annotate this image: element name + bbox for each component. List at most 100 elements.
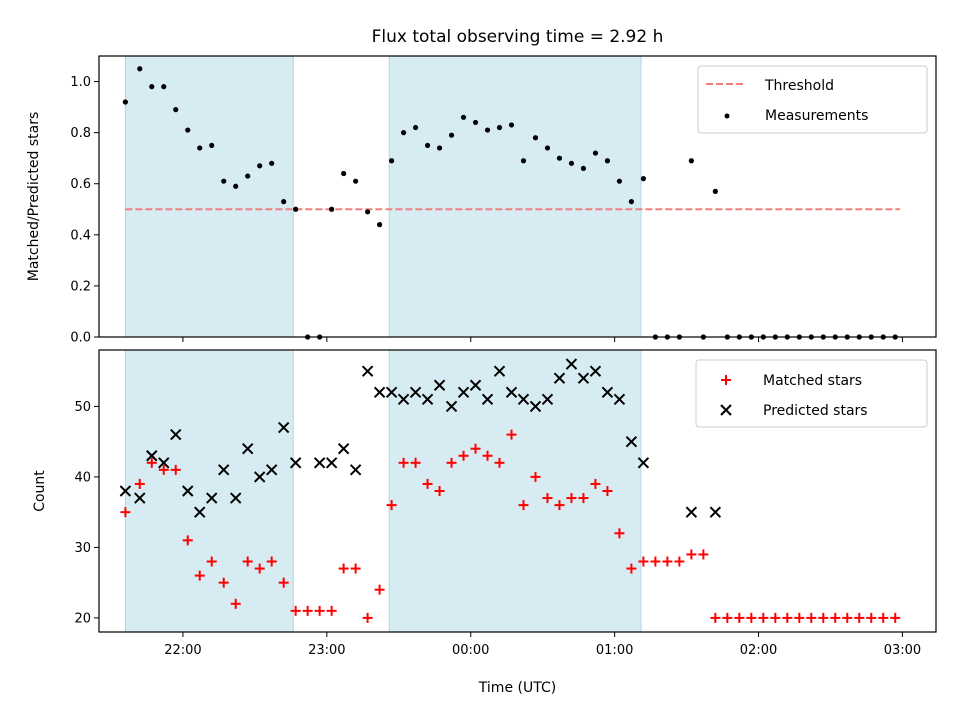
predicted-stars-point: [577, 372, 590, 384]
matched-stars-point: [254, 563, 265, 574]
measurement-point: [281, 199, 287, 205]
predicted-stars-point: [397, 393, 410, 406]
measurement-point: [353, 178, 359, 184]
predicted-stars-point: [158, 457, 170, 469]
bottom-x-ticks: 22:00 23:00 00:00 01:00 02:00 03:00: [164, 632, 921, 658]
predicted-stars-point: [277, 421, 290, 434]
predicted-stars-point: [589, 365, 602, 377]
y-tick-label: 40: [74, 470, 91, 485]
legend-threshold-label: Threshold: [764, 78, 834, 94]
top-panel: 0.0 0.2 0.4 0.6 0.8 1.0 Flux total observing …: [26, 27, 937, 346]
measurement-point: [568, 160, 575, 166]
predicted-stars-point: [469, 379, 482, 391]
predicted-stars-point: [625, 435, 638, 448]
matched-stars-point: [758, 612, 769, 623]
measurement-point: [436, 145, 443, 151]
matched-stars-point: [662, 556, 673, 567]
measurement-point: [472, 119, 479, 126]
bottom-y-ticks: 20 30 40 50: [74, 400, 99, 626]
measurement-point: [508, 122, 515, 128]
predicted-stars-point: [505, 386, 518, 399]
shaded-interval-1: [124, 55, 294, 338]
x-tick-label: 00:00: [452, 643, 489, 658]
matched-stars-point: [398, 457, 409, 468]
x-axis-label: Time (UTC): [478, 680, 556, 696]
measurement-point: [122, 99, 128, 105]
legend-matched-marker: [721, 375, 731, 385]
bottom-axes-frame: [98, 349, 937, 633]
matched-stars-point: [638, 556, 649, 567]
matched-stars-point: [482, 450, 493, 461]
matched-stars-point: [290, 605, 301, 616]
x-tick-label: 02:00: [740, 643, 777, 658]
matched-stars-point: [422, 478, 433, 489]
predicted-stars-point: [253, 471, 266, 483]
matched-stars-point: [710, 612, 721, 623]
predicted-stars-point: [709, 506, 722, 518]
top-measurements-points: [122, 66, 898, 340]
matched-stars-point: [338, 563, 349, 574]
measurement-point: [484, 127, 491, 133]
predicted-stars-point: [445, 400, 458, 413]
predicted-stars-point: [601, 386, 614, 399]
matched-stars-point: [890, 612, 901, 623]
predicted-stars-point: [206, 492, 218, 504]
matched-stars-point: [674, 556, 685, 567]
matched-stars-point: [770, 612, 781, 623]
legend-predicted-swatch: [720, 404, 732, 416]
matched-stars-point: [854, 612, 865, 623]
matched-stars-point: [782, 612, 793, 623]
predicted-stars-point: [182, 485, 194, 497]
measurement-point: [388, 158, 395, 164]
matched-stars-point: [494, 457, 505, 468]
measurement-point: [628, 199, 635, 205]
y-tick-label: 20: [74, 611, 91, 626]
matched-stars-point: [206, 556, 217, 567]
matched-stars-point: [734, 612, 745, 623]
measurement-point: [640, 176, 647, 182]
measurement-point: [520, 158, 527, 164]
legend-matched-swatch: [721, 375, 731, 385]
y-tick-label: 0.2: [70, 279, 91, 294]
predicted-stars-point: [433, 379, 446, 391]
matched-stars-point: [170, 464, 181, 475]
predicted-stars-point: [170, 428, 182, 441]
measurement-point: [185, 127, 191, 133]
matched-stars-point: [818, 612, 829, 623]
y-tick-label: 30: [74, 541, 91, 556]
y-tick-label: 0.8: [70, 126, 91, 141]
predicted-stars-point: [637, 457, 650, 469]
top-y-ticks: 0.0 0.2 0.4 0.6 0.8 1.0: [70, 75, 99, 346]
measurement-point: [173, 107, 179, 113]
predicted-stars-point: [241, 442, 254, 455]
matched-stars-point: [386, 500, 397, 511]
predicted-stars-point: [361, 365, 374, 377]
predicted-stars-point: [409, 386, 422, 399]
matched-stars-point: [602, 486, 613, 496]
measurement-point: [412, 124, 419, 131]
matched-stars-point: [302, 605, 313, 616]
matched-stars-point: [566, 493, 577, 504]
measurement-point: [209, 142, 215, 149]
matched-stars-point: [374, 584, 385, 595]
measurement-point: [544, 145, 551, 151]
y-tick-label: 1.0: [70, 75, 91, 90]
matched-stars-point: [182, 535, 193, 546]
matched-stars-point: [458, 450, 469, 461]
predicted-stars-point: [349, 464, 362, 476]
top-legend-box: [697, 65, 928, 134]
measurement-point: [221, 178, 227, 184]
bottom-legend: Matched stars Predicted stars: [695, 359, 928, 428]
matched-stars-point: [830, 612, 841, 623]
matched-stars-point: [698, 549, 709, 560]
matched-stars-point: [158, 464, 169, 475]
matched-stars-point: [314, 605, 325, 616]
matched-stars-point: [146, 457, 157, 468]
measurement-point: [233, 183, 239, 189]
matched-stars-point: [518, 500, 529, 511]
matched-stars-point: [722, 612, 733, 623]
measurement-point: [365, 209, 371, 215]
predicted-stars-point: [325, 457, 338, 469]
predicted-stars-point: [229, 492, 242, 504]
